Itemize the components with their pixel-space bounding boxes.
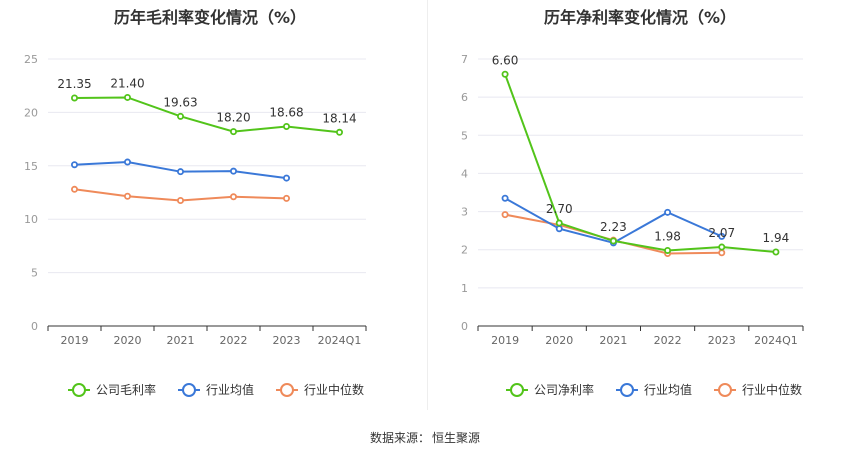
gross-point-company bbox=[229, 128, 237, 136]
data-source-note: 数据来源： 恒生聚源 bbox=[0, 429, 850, 446]
net-point-industry-avg bbox=[664, 208, 672, 216]
net-x-tick-label: 2020 bbox=[545, 334, 573, 347]
net-data-label: 2.70 bbox=[546, 202, 573, 216]
data-source-label: 数据来源： bbox=[369, 431, 430, 445]
legend-item-industry-avg[interactable]: 行业均值 bbox=[616, 381, 692, 398]
legend-swatch-company bbox=[68, 382, 90, 397]
net-x-tick-label: 2024Q1 bbox=[754, 334, 798, 347]
net-x-tick-label: 2021 bbox=[599, 334, 627, 347]
legend-item-company[interactable]: 公司毛利率 bbox=[68, 381, 156, 398]
gross-y-tick-label: 10 bbox=[24, 213, 38, 226]
gross-y-tick-label: 25 bbox=[24, 53, 38, 66]
net-y-tick-label: 4 bbox=[461, 167, 468, 180]
net-point-company bbox=[501, 70, 509, 78]
net-point-company bbox=[609, 237, 617, 245]
net-x-tick-label: 2022 bbox=[654, 334, 682, 347]
chart-title-gross-margin: 历年毛利率变化情况（%） bbox=[113, 8, 307, 27]
gross-point-company bbox=[335, 128, 343, 136]
net-y-tick-label: 0 bbox=[461, 320, 468, 333]
net-point-industry-avg bbox=[555, 225, 563, 233]
gross-data-label: 18.20 bbox=[216, 111, 250, 125]
net-series-line-company bbox=[504, 73, 777, 253]
gross-y-tick-label: 20 bbox=[24, 106, 38, 119]
gross-point-industry-avg bbox=[282, 174, 290, 182]
gross-series-line-company bbox=[74, 96, 340, 134]
gross-data-label: 18.14 bbox=[322, 111, 356, 125]
gross-point-company bbox=[124, 93, 132, 101]
gross-x-tick-label: 2024Q1 bbox=[318, 334, 362, 347]
gross-y-tick-label: 5 bbox=[31, 267, 38, 280]
gross-point-company bbox=[71, 94, 79, 102]
legend-item-industry-median[interactable]: 行业中位数 bbox=[714, 381, 802, 398]
legend-swatch-industry-avg bbox=[178, 382, 201, 397]
net-point-company bbox=[718, 243, 726, 251]
net-point-industry-median bbox=[501, 211, 509, 219]
net-point-company bbox=[772, 248, 780, 256]
legend-net-margin: 公司净利率 行业均值 行业中位数 bbox=[506, 381, 824, 398]
legend-item-industry-median[interactable]: 行业中位数 bbox=[276, 381, 364, 398]
gross-x-tick-label: 2023 bbox=[273, 334, 301, 347]
legend-item-industry-avg[interactable]: 行业均值 bbox=[178, 381, 254, 398]
gross-point-industry-avg bbox=[176, 168, 184, 176]
net-point-company bbox=[664, 246, 672, 254]
gross-point-industry-median bbox=[176, 197, 184, 205]
legend-swatch-industry-median bbox=[714, 382, 737, 397]
legend-label-industry-median: 行业中位数 bbox=[742, 383, 803, 397]
net-data-label: 1.98 bbox=[654, 229, 681, 243]
gross-y-tick-label: 0 bbox=[31, 320, 38, 333]
net-y-tick-label: 2 bbox=[461, 244, 468, 257]
legend-swatch-industry-median bbox=[276, 382, 299, 397]
net-x-tick-label: 2023 bbox=[708, 334, 736, 347]
gross-x-tick-label: 2022 bbox=[220, 334, 248, 347]
legend-label-company: 公司毛利率 bbox=[96, 383, 157, 397]
legend-gross-margin: 公司毛利率 行业均值 行业中位数 bbox=[68, 381, 386, 398]
legend-label-industry-median: 行业中位数 bbox=[304, 383, 365, 397]
legend-swatch-company bbox=[506, 382, 528, 397]
net-y-tick-label: 1 bbox=[461, 282, 468, 295]
net-data-label: 2.23 bbox=[600, 220, 627, 234]
data-source-value: 恒生聚源 bbox=[432, 431, 481, 445]
chart-title-net-margin: 历年净利率变化情况（%） bbox=[543, 8, 737, 27]
net-point-industry-median bbox=[718, 249, 726, 257]
net-y-tick-label: 3 bbox=[461, 206, 468, 219]
net-data-label: 6.60 bbox=[492, 53, 519, 67]
panel-divider bbox=[427, 0, 428, 410]
net-point-industry-avg bbox=[501, 194, 509, 202]
gross-point-industry-avg bbox=[124, 158, 132, 166]
gross-data-label: 18.68 bbox=[269, 105, 303, 119]
gross-point-industry-median bbox=[282, 194, 290, 202]
legend-label-company: 公司净利率 bbox=[534, 383, 595, 397]
net-y-tick-label: 6 bbox=[461, 91, 468, 104]
gross-point-industry-median bbox=[71, 185, 79, 193]
legend-label-industry-avg: 行业均值 bbox=[644, 383, 693, 397]
gross-point-industry-avg bbox=[229, 167, 237, 175]
gross-y-tick-label: 15 bbox=[24, 160, 38, 173]
gross-data-label: 21.40 bbox=[110, 76, 144, 90]
net-data-label: 2.07 bbox=[708, 226, 735, 240]
gross-x-tick-label: 2020 bbox=[114, 334, 142, 347]
net-point-industry-avg bbox=[718, 232, 726, 240]
legend-item-company[interactable]: 公司净利率 bbox=[506, 381, 594, 398]
legend-swatch-industry-avg bbox=[616, 382, 639, 397]
gross-x-tick-label: 2021 bbox=[167, 334, 195, 347]
net-y-tick-label: 7 bbox=[461, 53, 468, 66]
net-y-tick-label: 5 bbox=[461, 129, 468, 142]
gross-point-company bbox=[176, 112, 184, 120]
gross-point-industry-median bbox=[229, 193, 237, 201]
gross-point-company bbox=[282, 122, 290, 130]
net-data-label: 1.94 bbox=[763, 231, 790, 245]
net-point-company bbox=[555, 219, 563, 227]
gross-data-label: 21.35 bbox=[57, 77, 91, 91]
net-x-tick-label: 2019 bbox=[491, 334, 519, 347]
gross-x-tick-label: 2019 bbox=[61, 334, 89, 347]
gross-point-industry-median bbox=[124, 192, 132, 200]
legend-label-industry-avg: 行业均值 bbox=[206, 383, 255, 397]
gross-data-label: 19.63 bbox=[163, 95, 197, 109]
gross-point-industry-avg bbox=[71, 161, 79, 169]
